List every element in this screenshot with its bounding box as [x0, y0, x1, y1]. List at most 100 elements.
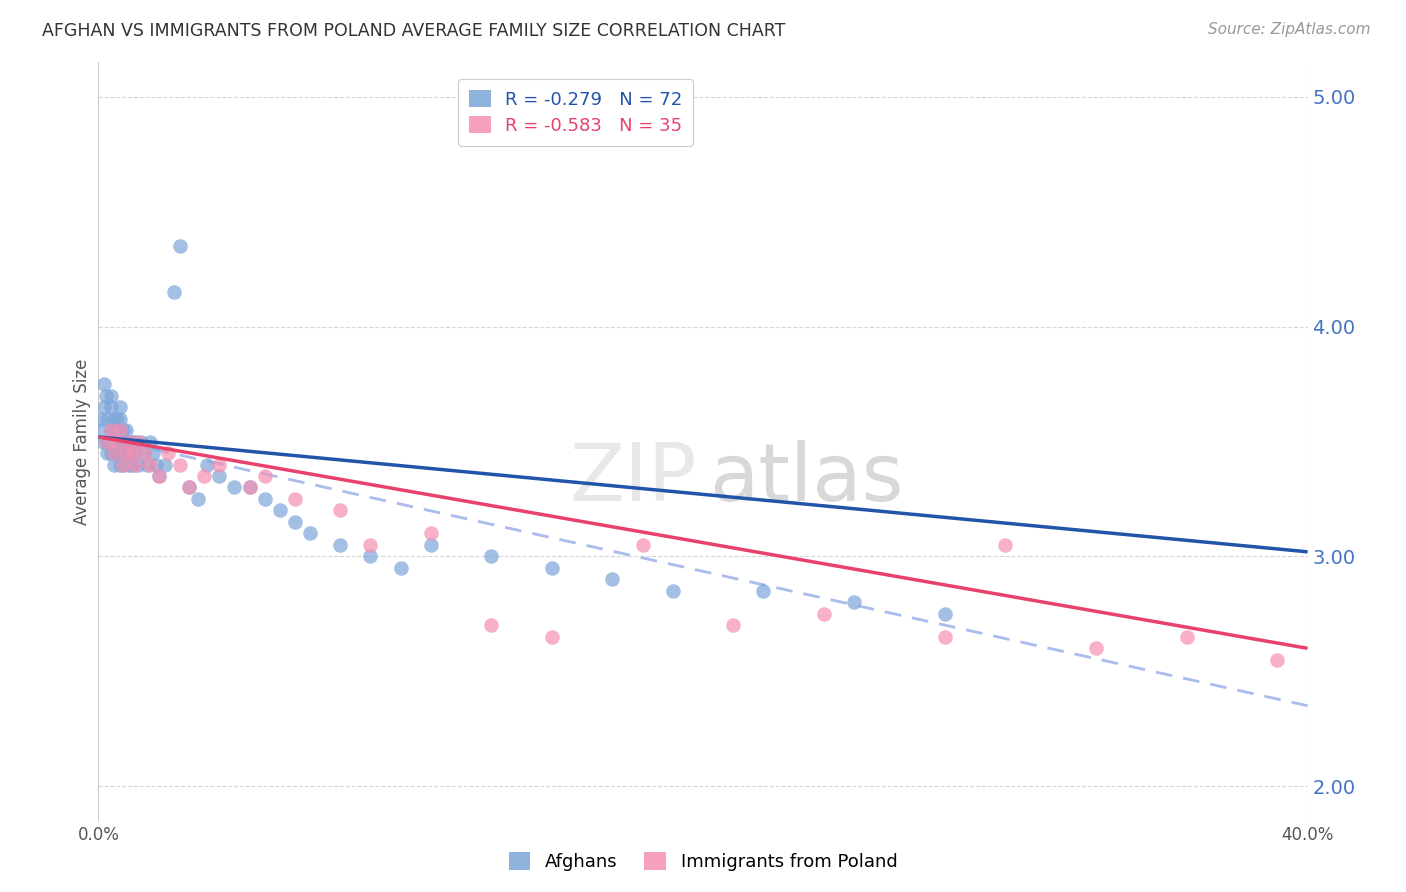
Point: [105, 446, 128, 460]
Point: [132, 446, 155, 460]
Text: ZIP: ZIP: [569, 441, 697, 518]
Point: [1175, 630, 1198, 644]
Point: [121, 458, 143, 472]
Point: [111, 458, 134, 472]
Point: [94, 388, 117, 402]
Point: [1085, 641, 1108, 656]
Point: [108, 458, 131, 472]
Point: [121, 434, 143, 449]
Point: [105, 434, 128, 449]
Point: [299, 526, 322, 541]
Point: [193, 469, 215, 483]
Point: [602, 573, 624, 587]
Point: [105, 434, 128, 449]
Point: [540, 561, 562, 575]
Text: atlas: atlas: [709, 441, 904, 518]
Point: [96, 434, 118, 449]
Point: [118, 446, 141, 460]
Point: [329, 503, 352, 517]
Point: [103, 458, 125, 472]
Point: [111, 423, 134, 437]
Point: [139, 434, 162, 449]
Point: [108, 411, 131, 425]
Point: [389, 561, 412, 575]
Point: [100, 446, 122, 460]
Point: [139, 458, 162, 472]
Point: [127, 434, 149, 449]
Point: [145, 458, 167, 472]
Point: [100, 400, 122, 414]
Point: [108, 434, 131, 449]
Point: [934, 607, 956, 621]
Point: [420, 538, 443, 552]
Point: [163, 285, 186, 300]
Point: [100, 423, 122, 437]
Point: [284, 491, 307, 506]
Point: [994, 538, 1017, 552]
Point: [103, 434, 125, 449]
Point: [96, 446, 118, 460]
Point: [100, 388, 122, 402]
Point: [631, 538, 654, 552]
Point: [103, 411, 125, 425]
Point: [105, 423, 128, 437]
Point: [239, 481, 262, 495]
Legend: Afghans, Immigrants from Poland: Afghans, Immigrants from Poland: [502, 846, 904, 879]
Point: [148, 469, 170, 483]
Point: [103, 446, 125, 460]
Point: [96, 411, 118, 425]
Point: [103, 446, 125, 460]
Point: [124, 446, 146, 460]
Point: [118, 434, 141, 449]
Point: [90, 411, 112, 425]
Point: [169, 239, 191, 253]
Point: [844, 595, 866, 609]
Point: [114, 434, 136, 449]
Point: [118, 434, 141, 449]
Point: [420, 526, 443, 541]
Point: [91, 434, 114, 449]
Point: [89, 423, 111, 437]
Point: [195, 458, 218, 472]
Point: [127, 458, 149, 472]
Point: [142, 446, 165, 460]
Point: [111, 434, 134, 449]
Point: [360, 549, 382, 564]
Point: [105, 411, 128, 425]
Point: [121, 446, 143, 460]
Point: [148, 469, 170, 483]
Point: [208, 469, 231, 483]
Point: [1267, 653, 1289, 667]
Point: [481, 618, 503, 632]
Point: [661, 583, 683, 598]
Point: [187, 491, 209, 506]
Point: [124, 458, 146, 472]
Point: [132, 446, 155, 460]
Point: [253, 491, 276, 506]
Point: [124, 434, 146, 449]
Point: [752, 583, 775, 598]
Point: [108, 446, 131, 460]
Point: [813, 607, 835, 621]
Point: [96, 434, 118, 449]
Point: [135, 458, 157, 472]
Point: [329, 538, 352, 552]
Point: [108, 400, 131, 414]
Point: [224, 481, 246, 495]
Point: [100, 423, 122, 437]
Text: AFGHAN VS IMMIGRANTS FROM POLAND AVERAGE FAMILY SIZE CORRELATION CHART: AFGHAN VS IMMIGRANTS FROM POLAND AVERAGE…: [42, 22, 786, 40]
Point: [934, 630, 956, 644]
Point: [114, 446, 136, 460]
Point: [114, 446, 136, 460]
Y-axis label: Average Family Size: Average Family Size: [73, 359, 91, 524]
Point: [723, 618, 745, 632]
Point: [103, 423, 125, 437]
Point: [153, 458, 176, 472]
Point: [93, 377, 115, 392]
Point: [360, 538, 382, 552]
Point: [114, 423, 136, 437]
Point: [169, 458, 191, 472]
Point: [239, 481, 262, 495]
Text: Source: ZipAtlas.com: Source: ZipAtlas.com: [1208, 22, 1371, 37]
Point: [129, 434, 152, 449]
